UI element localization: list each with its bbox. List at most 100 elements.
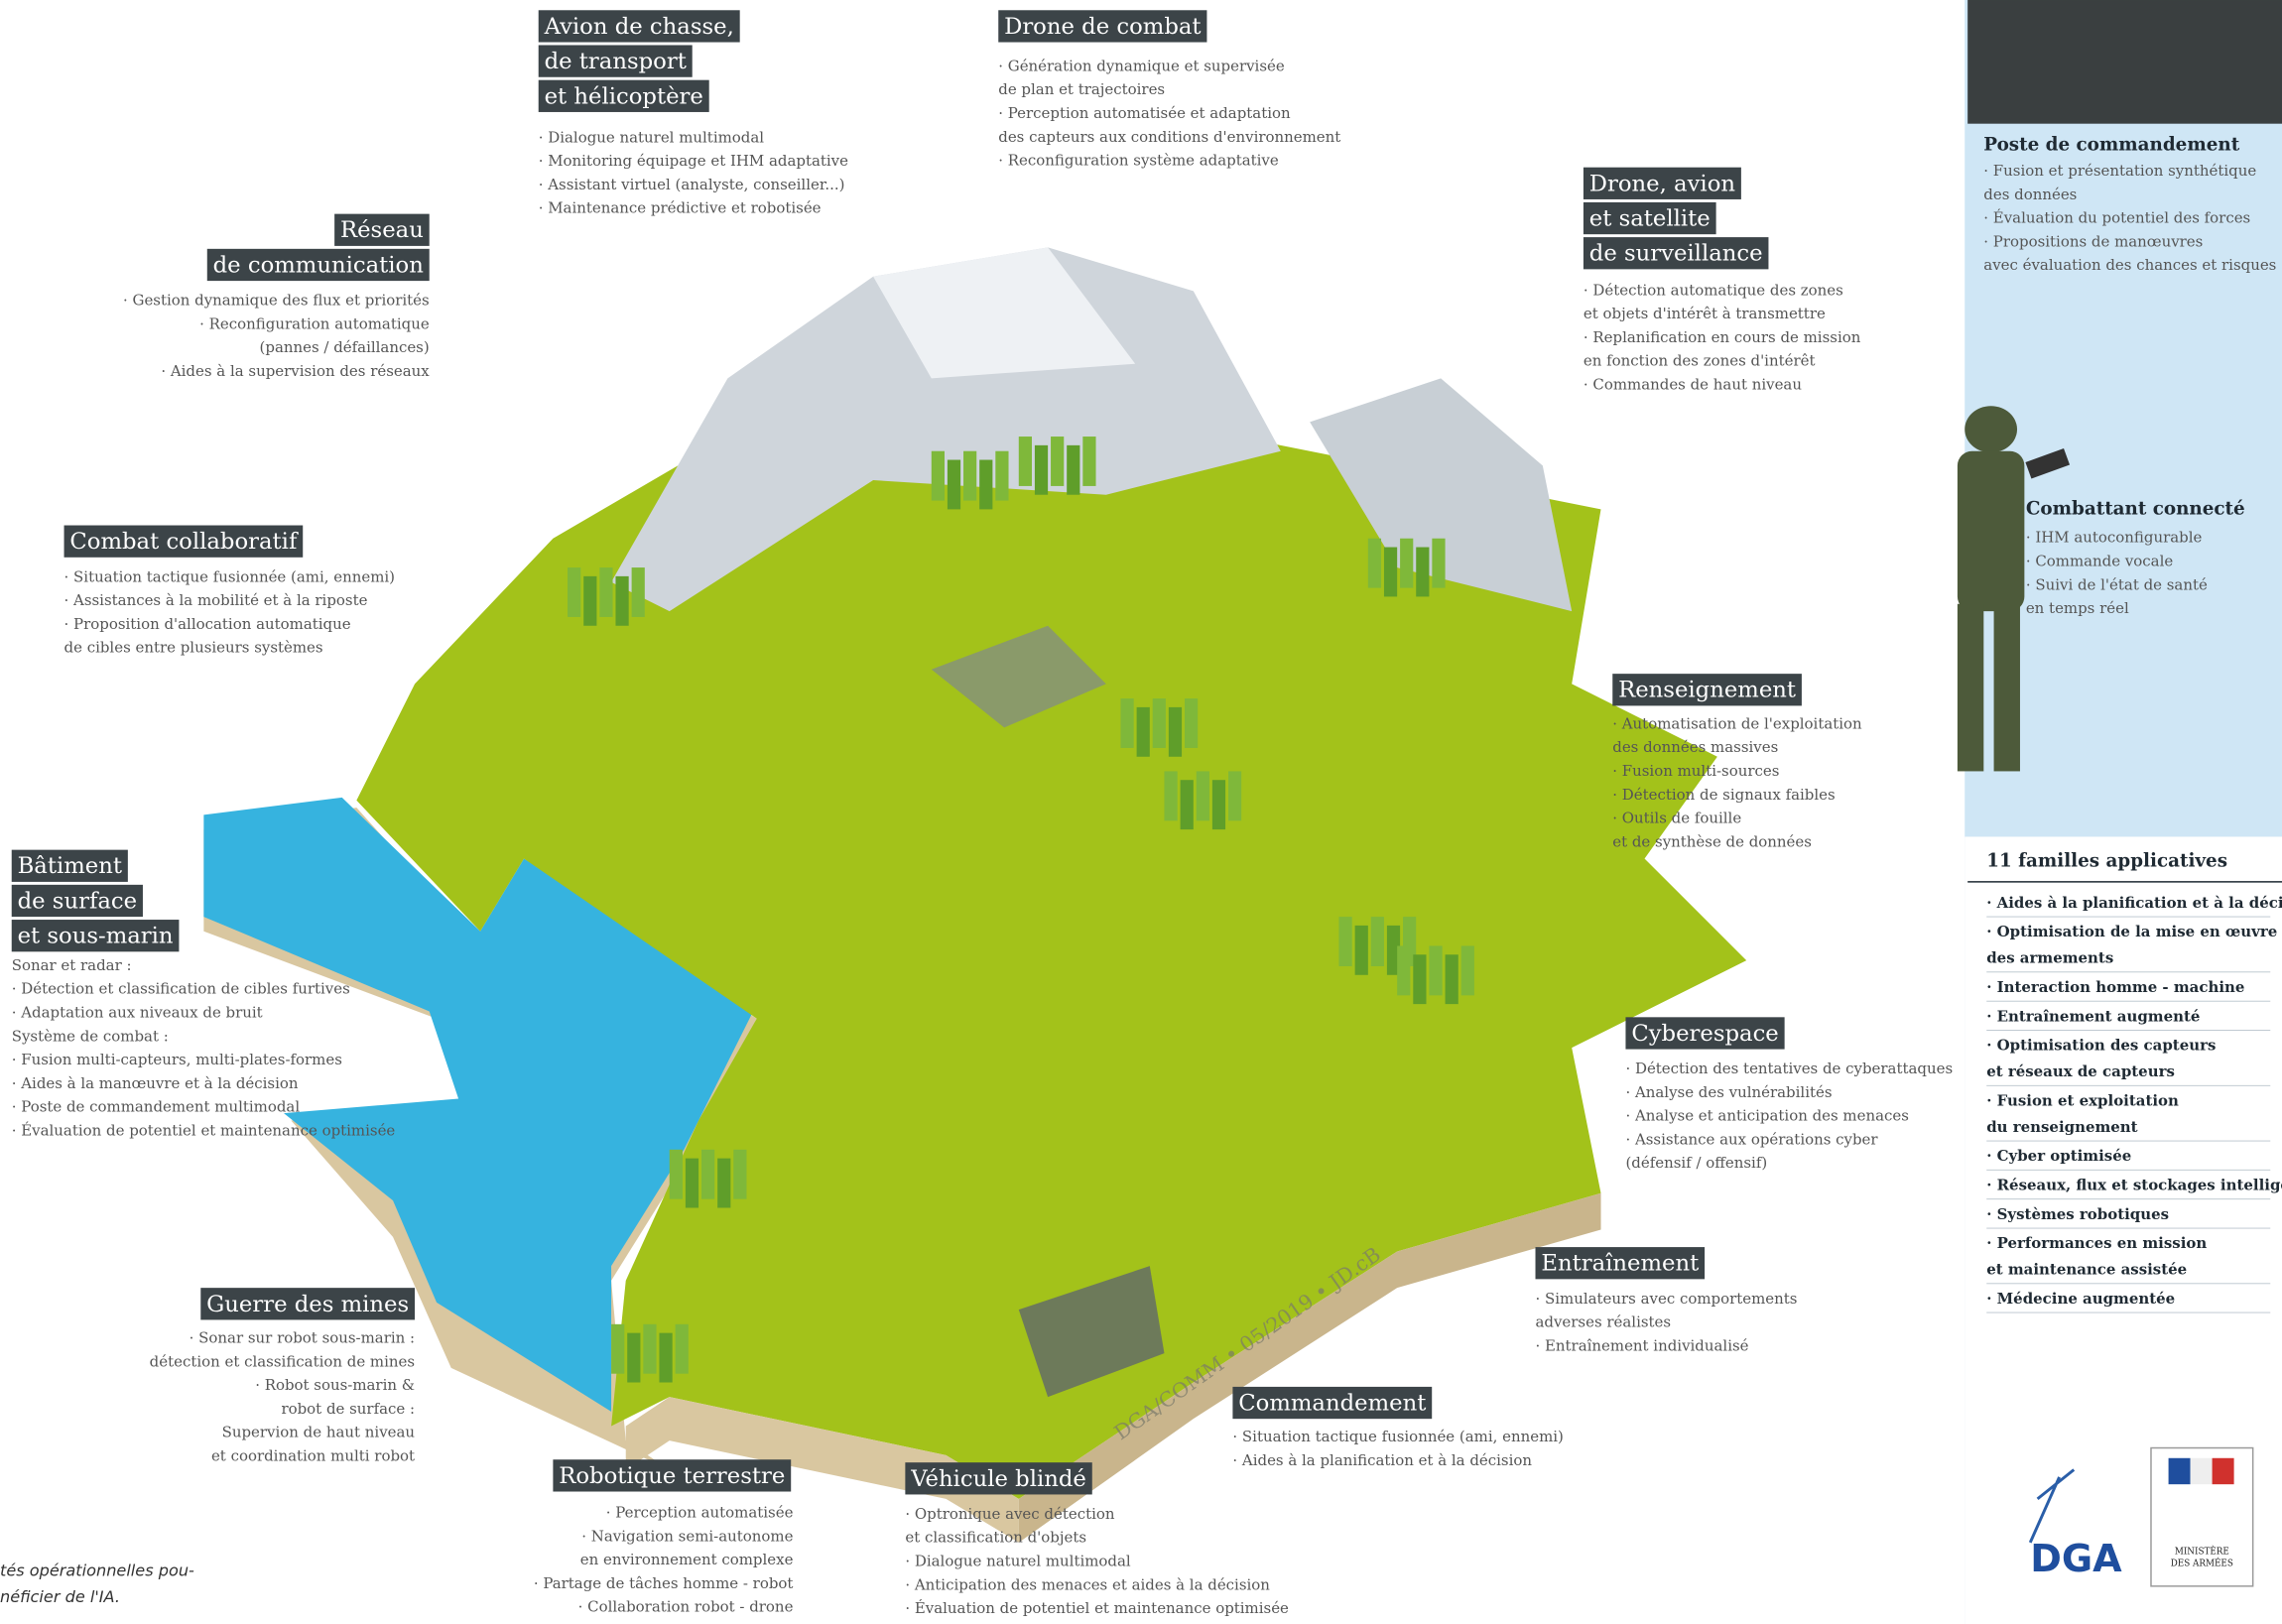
section-item: · Sonar sur robot sous-marin : xyxy=(190,1328,415,1346)
tree xyxy=(1185,698,1198,748)
section-title: Combat collaboratif xyxy=(69,529,299,555)
section-item: · Dialogue naturel multimodal xyxy=(539,128,765,146)
section-item: · Optronique avec détection xyxy=(905,1505,1115,1523)
section-item: Système de combat : xyxy=(12,1027,169,1045)
tree xyxy=(1082,437,1095,486)
tree xyxy=(1067,445,1079,495)
section-item: (pannes / défaillances) xyxy=(260,338,430,356)
ministry-line: DES ARMÉES xyxy=(2171,1557,2233,1568)
section-item: · Commande vocale xyxy=(2026,552,2174,569)
section-title: de surface xyxy=(18,888,137,914)
tree xyxy=(1035,445,1048,495)
section-item: de cibles entre plusieurs systèmes xyxy=(64,639,323,657)
section-title: Drone, avion xyxy=(1589,171,1735,196)
ministry-line: MINISTÈRE xyxy=(2175,1546,2229,1558)
family-item: du renseignement xyxy=(1986,1118,2137,1136)
family-item: · Cyber optimisée xyxy=(1986,1147,2131,1165)
section-item: · Détection et classification de cibles … xyxy=(12,980,350,998)
section-item: et classification d'objets xyxy=(905,1529,1086,1547)
section-item: en temps réel xyxy=(2026,599,2129,617)
section-item: · Gestion dynamique des flux et priorité… xyxy=(123,292,430,310)
section-title: Robotique terrestre xyxy=(559,1463,785,1489)
section-item: · Anticipation des menaces et aides à la… xyxy=(905,1575,1270,1593)
tree xyxy=(733,1150,746,1199)
section-item: · Détection des tentatives de cyberattaq… xyxy=(1625,1060,1953,1077)
tree xyxy=(1338,917,1351,966)
body: {"sections": [ {"title": ["Avion de chas… xyxy=(0,0,2282,1624)
family-item: · Systèmes robotiques xyxy=(1986,1205,2169,1223)
section-item: · Proposition d'allocation automatique xyxy=(64,615,351,633)
section-item: Sonar et radar : xyxy=(12,956,132,974)
section-item: · Évaluation du potentiel des forces xyxy=(1983,209,2250,227)
section-item: et coordination multi robot xyxy=(211,1446,415,1464)
tree xyxy=(1384,548,1397,597)
section-title: et hélicoptère xyxy=(545,83,703,109)
section-item: · Fusion et présentation synthétique xyxy=(1983,162,2256,180)
section-title: et satellite xyxy=(1589,205,1711,231)
page: IA défense html, body { margin: 0; paddi… xyxy=(0,0,2282,1624)
section-title: Guerre des mines xyxy=(206,1292,409,1317)
family-item: · Réseaux, flux et stockages intelligent… xyxy=(1986,1176,2282,1193)
section-item: · Entraînement individualisé xyxy=(1536,1336,1749,1354)
tree xyxy=(568,567,580,617)
tree xyxy=(717,1159,730,1208)
tree xyxy=(1137,707,1150,757)
tree xyxy=(643,1324,656,1374)
tree xyxy=(1164,771,1177,820)
section-item: des données xyxy=(1983,186,2077,203)
tree xyxy=(611,1324,624,1374)
tree xyxy=(1051,437,1064,486)
tree xyxy=(1181,780,1194,829)
tree xyxy=(686,1159,698,1208)
section-item: et de synthèse de données xyxy=(1612,832,1812,850)
section-item: · Évaluation de potentiel et maintenance… xyxy=(12,1121,396,1139)
section-item: · Évaluation de potentiel et maintenance… xyxy=(905,1599,1289,1617)
infographic: DGA/COMM • 05/2019 • JD.cB Avion de chas… xyxy=(0,0,2282,1624)
section-item: en fonction des zones d'intérêt xyxy=(1584,352,1816,370)
section-item: · Perception automatisée et adaptation xyxy=(998,104,1291,122)
family-item: des armements xyxy=(1986,949,2113,967)
section-item: · Outils de fouille xyxy=(1612,810,1741,827)
flag-red xyxy=(2213,1458,2234,1484)
section-item: · Fusion multi-sources xyxy=(1612,762,1779,780)
section-item: de plan et trajectoires xyxy=(998,80,1165,98)
section-title: Avion de chasse, xyxy=(544,14,734,40)
flag-white xyxy=(2191,1458,2213,1484)
section-item: · Partage de tâches homme - robot xyxy=(534,1574,794,1592)
section-title: Renseignement xyxy=(1618,678,1796,703)
section-item: · Suivi de l'état de santé xyxy=(2026,575,2208,593)
section-item: · Automatisation de l'exploitation xyxy=(1612,714,1862,732)
family-item: · Performances en mission xyxy=(1986,1234,2207,1252)
tree xyxy=(1432,539,1445,588)
family-item: · Optimisation des capteurs xyxy=(1986,1037,2216,1055)
section-item: · Assistance aux opérations cyber xyxy=(1625,1130,1878,1148)
section-item: détection et classification de mines xyxy=(150,1352,415,1370)
section-item: · Aides à la manœuvre et à la décision xyxy=(12,1074,299,1092)
section-item: · Analyse des vulnérabilités xyxy=(1625,1083,1832,1101)
section-item: Supervion de haut niveau xyxy=(222,1424,416,1441)
section-item: des capteurs aux conditions d'environnem… xyxy=(998,128,1340,146)
tree xyxy=(615,576,628,626)
tree xyxy=(701,1150,714,1199)
tree xyxy=(1197,771,1209,820)
section-title: Véhicule blindé xyxy=(910,1466,1086,1492)
section-item: · IHM autoconfigurable xyxy=(2026,529,2203,547)
photo xyxy=(1967,0,2282,124)
section-item: robot de surface : xyxy=(281,1400,415,1418)
section-item: · Commandes de haut niveau xyxy=(1584,375,1802,393)
section-item: en environnement complexe xyxy=(580,1551,794,1568)
section-item: · Aides à la planification et à la décis… xyxy=(1232,1451,1532,1469)
tree xyxy=(599,567,612,617)
section-item: des données massives xyxy=(1612,738,1778,756)
family-item: · Aides à la planification et à la décis… xyxy=(1986,894,2282,912)
section-item: · Simulateurs avec comportements xyxy=(1536,1290,1798,1308)
section-item: · Monitoring équipage et IHM adaptative xyxy=(539,152,848,170)
tree xyxy=(1019,437,1032,486)
section-item: · Situation tactique fusionnée (ami, enn… xyxy=(64,567,395,585)
section-item: · Navigation semi-autonome xyxy=(581,1527,793,1545)
caption: tés opérationnelles pou- xyxy=(0,1562,194,1580)
logo-agency: DGA xyxy=(2030,1537,2122,1580)
tree xyxy=(632,567,645,617)
section-title: Réseau xyxy=(340,217,424,243)
tree xyxy=(1355,926,1368,975)
